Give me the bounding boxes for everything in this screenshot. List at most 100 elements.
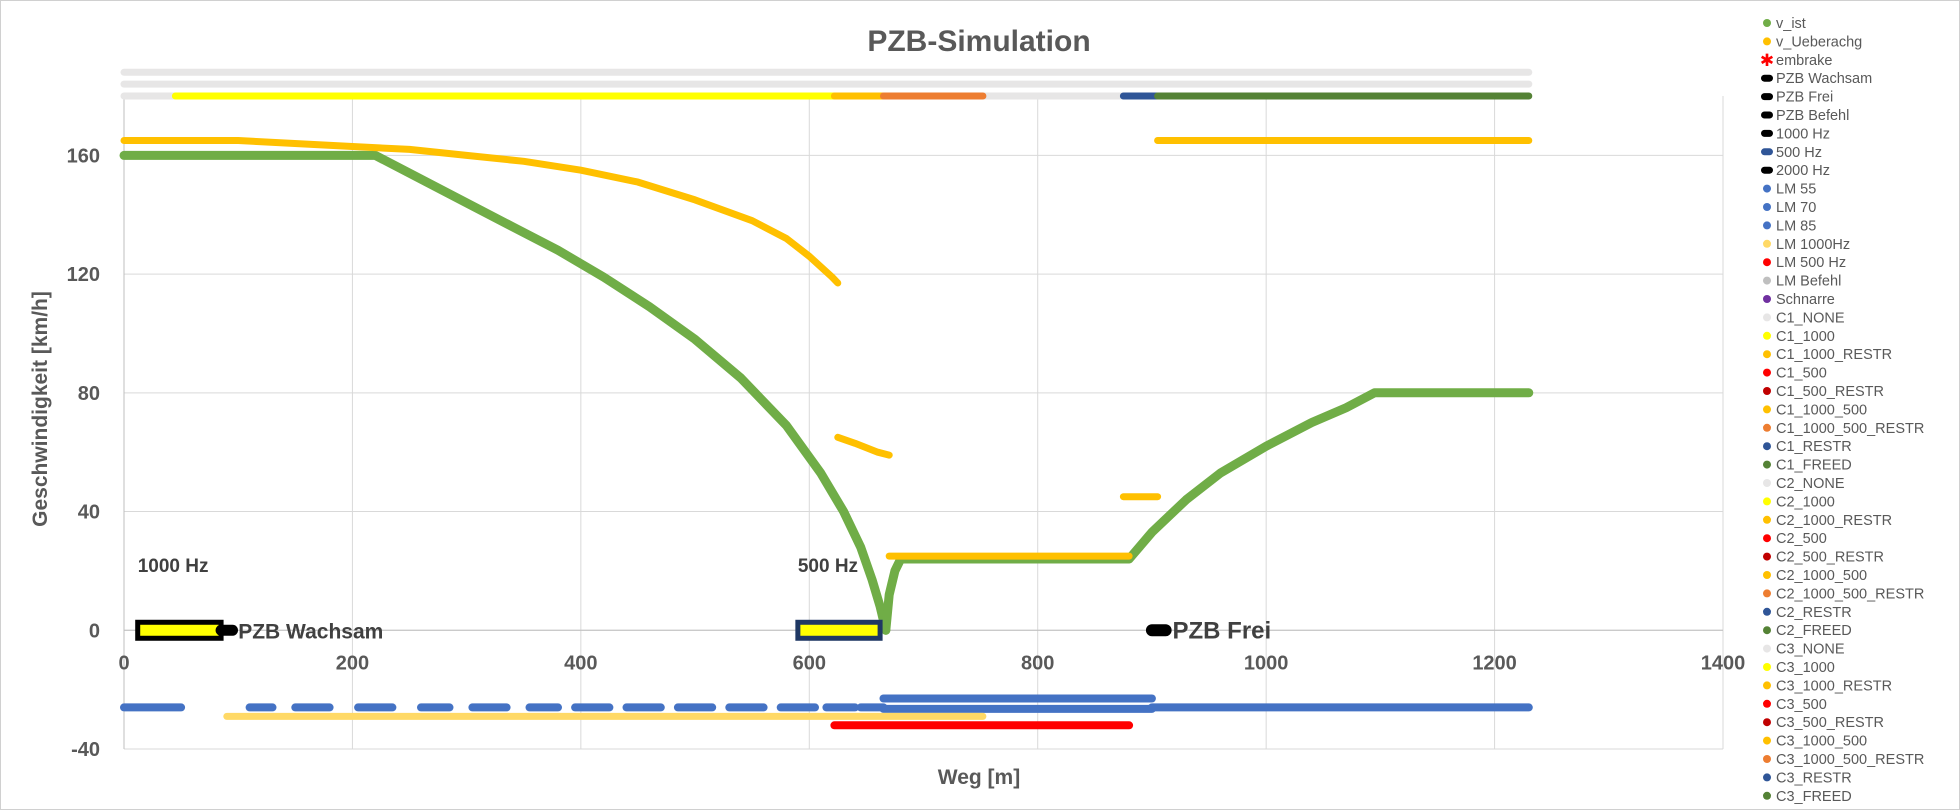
legend-label: embrake <box>1776 53 1832 69</box>
legend-item: C3_500 <box>1763 697 1827 713</box>
legend-label: C2_1000 <box>1776 494 1835 510</box>
x-tick-label: 800 <box>1021 652 1054 674</box>
legend-marker <box>1763 681 1771 690</box>
grid <box>123 96 1724 750</box>
legend-marker <box>1763 736 1771 745</box>
legend-item: 2000 Hz <box>1761 163 1830 179</box>
legend-marker <box>1763 331 1771 340</box>
legend-label: v_Ueberachg <box>1776 34 1862 50</box>
legend-marker <box>1763 239 1771 248</box>
annotation-500-hz: 500 Hz <box>798 556 858 577</box>
legend-label: LM 1000Hz <box>1776 237 1850 253</box>
legend-label: C1_1000_500_RESTR <box>1776 421 1924 437</box>
legend-label: LM 85 <box>1776 218 1816 234</box>
y-tick-label: 0 <box>89 620 100 642</box>
x-tick-label: 1400 <box>1701 652 1746 674</box>
legend-label: PZB Wachsam <box>1776 71 1872 87</box>
series-layer <box>119 68 1534 730</box>
legend-marker <box>1763 534 1771 543</box>
legend-item: C3_1000 <box>1763 660 1835 676</box>
y-tick-label: 80 <box>78 383 100 405</box>
legend-item: LM Befehl <box>1763 274 1841 290</box>
legend-label: C2_FREED <box>1776 623 1852 639</box>
legend-marker <box>1763 773 1771 782</box>
legend-marker <box>1763 221 1771 230</box>
legend-label: C2_500_RESTR <box>1776 550 1884 566</box>
x-axis-label: Weg [m] <box>938 766 1020 789</box>
legend-label: C3_FREED <box>1776 789 1852 805</box>
legend-label: v_ist <box>1776 16 1806 32</box>
legend-item: C1_500 <box>1763 366 1827 382</box>
legend-item: LM 1000Hz <box>1763 237 1850 253</box>
legend-marker <box>1763 515 1771 524</box>
x-tick-label: 1200 <box>1472 652 1517 674</box>
legend-marker <box>1763 184 1771 193</box>
legend-marker <box>1763 368 1771 377</box>
legend-item: 500 Hz <box>1761 145 1822 161</box>
legend-item: LM 500 Hz <box>1763 255 1846 271</box>
legend-marker <box>1763 276 1771 285</box>
legend-item: C2_1000 <box>1763 494 1835 510</box>
legend-marker <box>1763 589 1771 598</box>
legend-item: PZB Wachsam <box>1761 71 1872 87</box>
legend-item: Schnarre <box>1763 292 1835 308</box>
x-tick-label: 400 <box>564 652 597 674</box>
indicator-500-hz-box <box>795 619 883 641</box>
legend-marker <box>1763 442 1771 451</box>
annotations: 1000 Hz 500 Hz <box>138 556 858 577</box>
legend-item: PZB Befehl <box>1761 108 1849 124</box>
legend-label: C3_1000_RESTR <box>1776 678 1892 694</box>
legend-label: C1_500 <box>1776 366 1827 382</box>
legend: v_ist v_Ueberachg✱ embrake PZB Wachsam PZB F… <box>1760 16 1924 805</box>
legend-label: C3_1000_500_RESTR <box>1776 752 1924 768</box>
legend-item: C2_FREED <box>1763 623 1852 639</box>
x-tick-label: 0 <box>118 652 129 674</box>
legend-item: C3_1000_RESTR <box>1763 678 1892 694</box>
legend-label: PZB Befehl <box>1776 108 1849 124</box>
indicator-pzb-frei: PZB Frei <box>1145 617 1271 644</box>
legend-marker <box>1763 755 1771 763</box>
legend-item: C1_1000 <box>1763 329 1835 345</box>
legend-item: C2_RESTR <box>1763 605 1852 621</box>
legend-marker <box>1761 93 1773 101</box>
legend-marker <box>1761 166 1773 174</box>
legend-label: LM Befehl <box>1776 274 1841 290</box>
legend-item: PZB Frei <box>1761 90 1833 106</box>
legend-marker <box>1763 313 1771 322</box>
legend-label: C3_500_RESTR <box>1776 715 1884 731</box>
indicator-layer: PZB Wachsam PZB Frei <box>135 617 1271 644</box>
legend-marker <box>1763 497 1771 506</box>
y-tick-label: 120 <box>67 264 100 286</box>
legend-item: C1_1000_500 <box>1763 402 1867 418</box>
legend-marker <box>1763 423 1771 432</box>
series-v-ueberachg-segment <box>120 137 842 287</box>
legend-label: C2_500 <box>1776 531 1827 547</box>
y-tick-label: 160 <box>67 145 100 167</box>
series-v-ueberachg <box>120 137 1533 560</box>
legend-item: C2_1000_RESTR <box>1763 513 1892 529</box>
legend-label: C1_1000 <box>1776 329 1835 345</box>
indicator-box <box>135 619 224 641</box>
legend-item: C3_1000_500 <box>1763 734 1867 750</box>
legend-marker <box>1763 479 1771 487</box>
legend-marker: ✱ <box>1760 51 1774 71</box>
legend-label: LM 55 <box>1776 182 1816 198</box>
legend-marker <box>1761 129 1773 137</box>
legend-item: C3_500_RESTR <box>1763 715 1884 731</box>
legend-label: C2_NONE <box>1776 476 1845 492</box>
legend-label: C2_1000_500_RESTR <box>1776 586 1924 602</box>
legend-label: Schnarre <box>1776 292 1835 308</box>
legend-label: LM 500 Hz <box>1776 255 1846 271</box>
legend-item: C1_NONE <box>1763 310 1845 326</box>
legend-item: C3_FREED <box>1763 789 1852 805</box>
legend-marker <box>1763 718 1771 727</box>
legend-marker <box>1763 258 1771 267</box>
legend-item: C2_1000_500 <box>1763 568 1867 584</box>
legend-item: C3_1000_500_RESTR <box>1763 752 1924 768</box>
legend-marker <box>1763 295 1771 303</box>
legend-item: LM 70 <box>1763 200 1816 216</box>
indicator-box <box>795 619 883 641</box>
x-tick-label: 200 <box>336 652 369 674</box>
legend-marker <box>1763 37 1771 46</box>
